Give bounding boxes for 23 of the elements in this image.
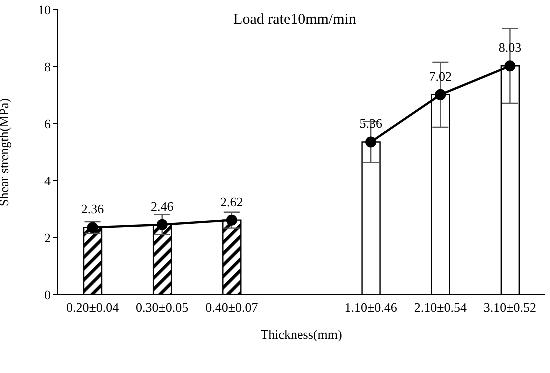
- x-axis-title: Thickness(mm): [260, 327, 342, 342]
- y-tick-label: 8: [44, 60, 51, 75]
- y-tick-label: 4: [44, 174, 52, 189]
- point: [156, 219, 168, 230]
- data-label: 2.62: [220, 194, 244, 210]
- y-tick-label: 6: [44, 116, 52, 132]
- y-tick-label: 10: [38, 2, 51, 18]
- x-tick-label: 2.10±0.54: [414, 300, 468, 316]
- chart-title: Load rate10mm/min: [234, 12, 356, 28]
- point: [366, 136, 377, 148]
- data-label: 2.46: [150, 198, 174, 214]
- y-tick-label: 2: [44, 230, 51, 246]
- point: [435, 89, 446, 100]
- x-tick-label: 3.10±0.52: [484, 300, 537, 316]
- x-tick-label: 0.30±0.05: [136, 300, 189, 316]
- y-tick-label: 0: [44, 288, 51, 303]
- x-tick-label: 0.40±0.07: [206, 300, 259, 316]
- x-tick-label: 0.20±0.04: [66, 300, 120, 316]
- x-tick-label: 1.10±0.46: [344, 300, 398, 316]
- data-label: 2.36: [81, 202, 105, 217]
- point: [226, 214, 238, 226]
- point: [87, 222, 98, 234]
- point: [504, 60, 516, 72]
